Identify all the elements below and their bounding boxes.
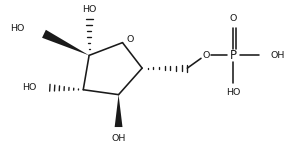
Text: OH: OH [111,134,126,143]
Text: O: O [202,51,209,60]
Text: HO: HO [22,83,36,92]
Text: HO: HO [82,5,96,14]
Text: HO: HO [226,88,240,97]
Polygon shape [115,95,122,127]
Text: O: O [230,14,237,23]
Text: OH: OH [271,51,285,60]
Text: HO: HO [10,24,24,33]
Polygon shape [42,30,89,55]
Text: O: O [127,35,134,44]
Text: P: P [230,49,237,62]
